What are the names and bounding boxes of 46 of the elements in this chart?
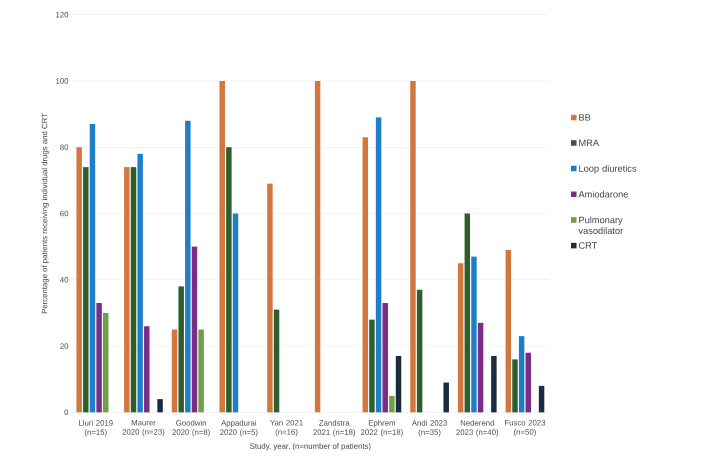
legend-label: Pulmonary vasodilator bbox=[578, 216, 624, 234]
bar bbox=[137, 154, 143, 412]
bar bbox=[192, 246, 198, 412]
bar bbox=[157, 399, 163, 412]
bar bbox=[185, 120, 191, 412]
bar bbox=[76, 147, 82, 412]
bar bbox=[382, 303, 388, 412]
legend-label: Loop diuretics bbox=[579, 165, 636, 174]
bar bbox=[376, 117, 382, 412]
bar bbox=[130, 167, 136, 412]
legend-label: Amiodarone bbox=[578, 190, 628, 198]
bar bbox=[538, 386, 544, 412]
bar bbox=[178, 286, 184, 412]
bar bbox=[512, 359, 518, 412]
bar bbox=[267, 184, 273, 412]
bar bbox=[103, 312, 108, 412]
bar bbox=[226, 147, 232, 412]
bar bbox=[90, 124, 96, 412]
bar bbox=[471, 256, 477, 412]
bar bbox=[416, 290, 422, 412]
bar bbox=[314, 80, 320, 412]
bar bbox=[144, 326, 150, 412]
bar bbox=[526, 352, 532, 412]
bar bbox=[274, 310, 280, 412]
bar bbox=[506, 250, 512, 412]
bar bbox=[458, 263, 464, 412]
bar bbox=[96, 303, 102, 412]
bar bbox=[443, 382, 449, 412]
bar bbox=[464, 214, 470, 412]
bar bbox=[362, 137, 368, 412]
bar bbox=[369, 320, 375, 412]
bar bbox=[491, 356, 497, 412]
bar bbox=[219, 80, 225, 412]
bar bbox=[478, 322, 484, 412]
bar bbox=[198, 330, 204, 412]
legend-label: MRA bbox=[579, 140, 600, 146]
bar bbox=[389, 396, 395, 412]
bar bbox=[172, 330, 178, 412]
legend-label: CRT bbox=[578, 242, 598, 249]
bar bbox=[396, 356, 402, 412]
bar bbox=[232, 214, 238, 412]
bar bbox=[124, 167, 130, 412]
bar bbox=[410, 80, 416, 412]
bar bbox=[518, 336, 524, 412]
bar bbox=[83, 167, 89, 412]
legend-label: BB bbox=[579, 114, 590, 121]
